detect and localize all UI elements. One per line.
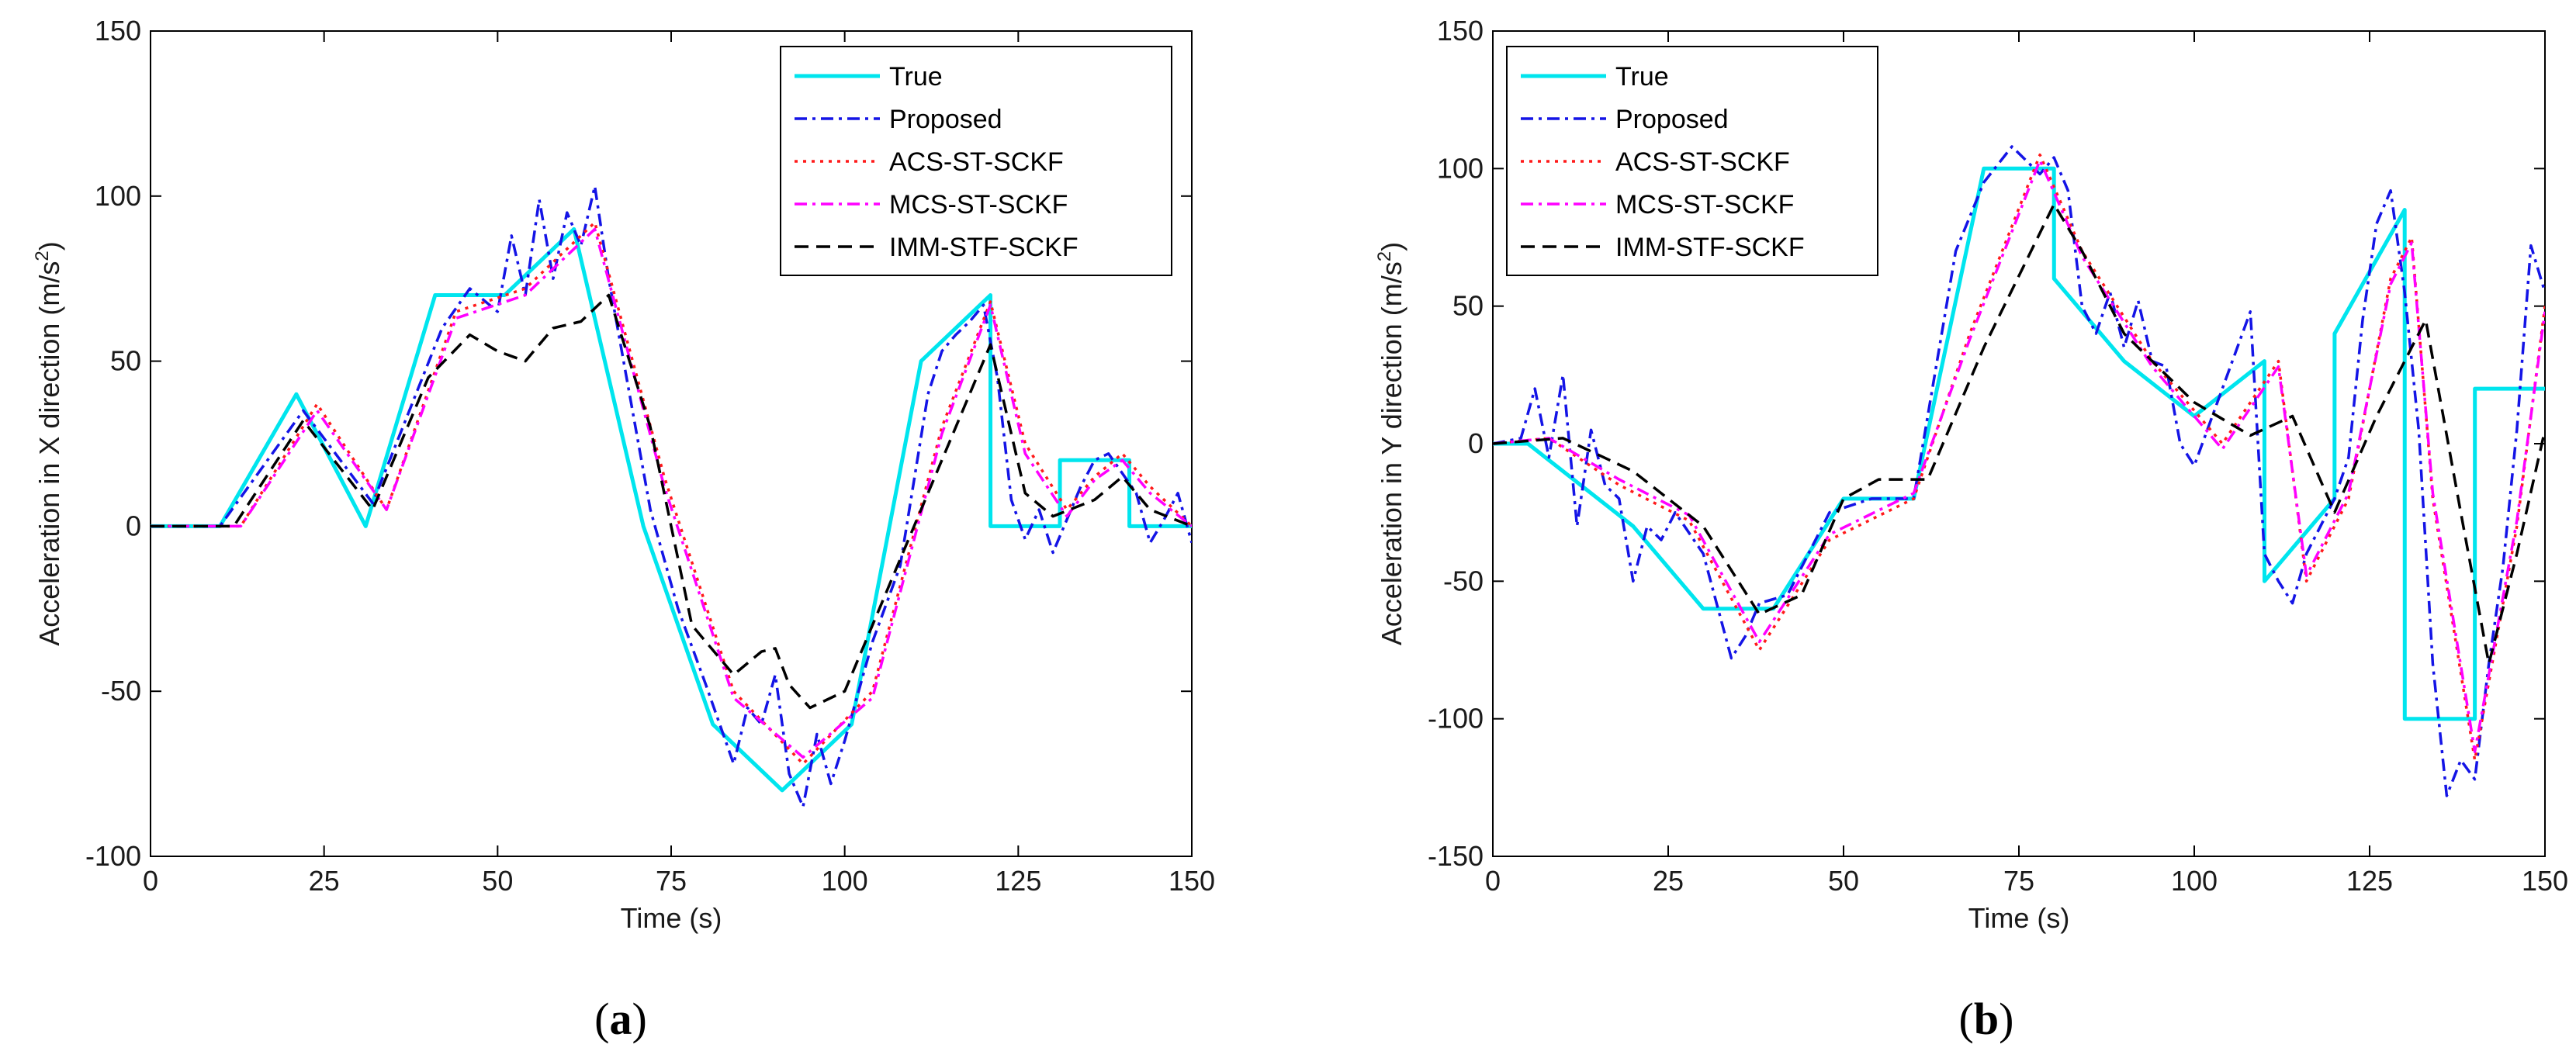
y-tick-label: -100 bbox=[1428, 703, 1484, 735]
series-line-imm-stf-sckf bbox=[1493, 202, 2545, 666]
x-tick-label: 75 bbox=[656, 865, 687, 897]
y-tick-label: 0 bbox=[1468, 427, 1484, 459]
series-line-true bbox=[1493, 166, 2545, 721]
legend-label: IMM-STF-SCKF bbox=[889, 233, 1079, 262]
legend-label: Proposed bbox=[1615, 105, 1729, 134]
y-tick-label: 150 bbox=[95, 15, 141, 47]
x-tick-label: 150 bbox=[1169, 865, 1215, 897]
legend-label: MCS-ST-SCKF bbox=[1615, 190, 1794, 220]
y-axis-label: Acceleration in X direction (m/s2) bbox=[32, 241, 65, 646]
x-tick-label: 25 bbox=[1653, 865, 1684, 897]
chart-panel-a: 0 25 50 75 100 125 150 -100 -50 0 50 100 150 Time (s)… bbox=[32, 15, 1215, 1044]
x-axis-label: Time (s) bbox=[621, 902, 722, 934]
series-line-mcs-st-sckf bbox=[151, 227, 1192, 759]
series-line-proposed bbox=[151, 185, 1192, 808]
x-tick-label: 100 bbox=[822, 865, 868, 897]
caption-b: (b) bbox=[1958, 994, 2014, 1044]
x-tick-label: 150 bbox=[2522, 865, 2568, 897]
chart-a: 0 25 50 75 100 125 150 -100 -50 0 50 100 150 Time (s)… bbox=[32, 15, 1215, 934]
series-line-mcs-st-sckf bbox=[1493, 158, 2545, 753]
x-tick-label: 100 bbox=[2171, 865, 2218, 897]
legend bbox=[1506, 46, 1878, 276]
x-axis-label: Time (s) bbox=[1968, 902, 2070, 934]
y-axis-label: Acceleration in Y direction (m/s2) bbox=[1374, 242, 1407, 645]
series-line-proposed bbox=[1493, 145, 2545, 797]
y-tick-label: 0 bbox=[126, 510, 141, 541]
legend-label: Proposed bbox=[889, 105, 1002, 134]
chart-panel-b: 0 25 50 75 100 125 150 -150 -100 -50 0 50 100 150 Time… bbox=[1288, 0, 2576, 1058]
x-tick-label: 125 bbox=[995, 865, 1041, 897]
y-tick-label: 50 bbox=[1452, 290, 1484, 322]
legend-label: True bbox=[1615, 62, 1669, 92]
legend-label: MCS-ST-SCKF bbox=[889, 190, 1068, 220]
x-tick-label: 50 bbox=[482, 865, 513, 897]
legend-label: True bbox=[889, 62, 943, 92]
y-tick-label: 150 bbox=[1437, 15, 1484, 47]
series-line-imm-stf-sckf bbox=[151, 293, 1192, 710]
y-tick-label: 100 bbox=[95, 180, 141, 212]
x-tick-label: 50 bbox=[1828, 865, 1859, 897]
legend-label: IMM-STF-SCKF bbox=[1615, 233, 1805, 262]
y-tick-label: 100 bbox=[1437, 152, 1484, 184]
x-tick-label: 75 bbox=[2003, 865, 2034, 897]
y-tick-label: -50 bbox=[1443, 565, 1484, 596]
legend-label: ACS-ST-SCKF bbox=[1615, 147, 1790, 177]
x-tick-label: 0 bbox=[143, 865, 158, 897]
y-tick-label: -100 bbox=[85, 840, 141, 872]
x-tick-label: 25 bbox=[309, 865, 340, 897]
y-tick-label: -50 bbox=[101, 675, 141, 707]
legend-label: ACS-ST-SCKF bbox=[889, 147, 1064, 177]
caption-a: (a) bbox=[594, 994, 647, 1044]
y-tick-label: 50 bbox=[110, 345, 141, 377]
series-line-true bbox=[151, 226, 1192, 793]
y-tick-label: -150 bbox=[1428, 840, 1484, 872]
x-tick-label: 0 bbox=[1485, 865, 1501, 897]
chart-b: 0 25 50 75 100 125 150 -150 -100 -50 0 50 100 150 Time… bbox=[1374, 15, 2568, 934]
x-tick-label: 125 bbox=[2346, 865, 2393, 897]
